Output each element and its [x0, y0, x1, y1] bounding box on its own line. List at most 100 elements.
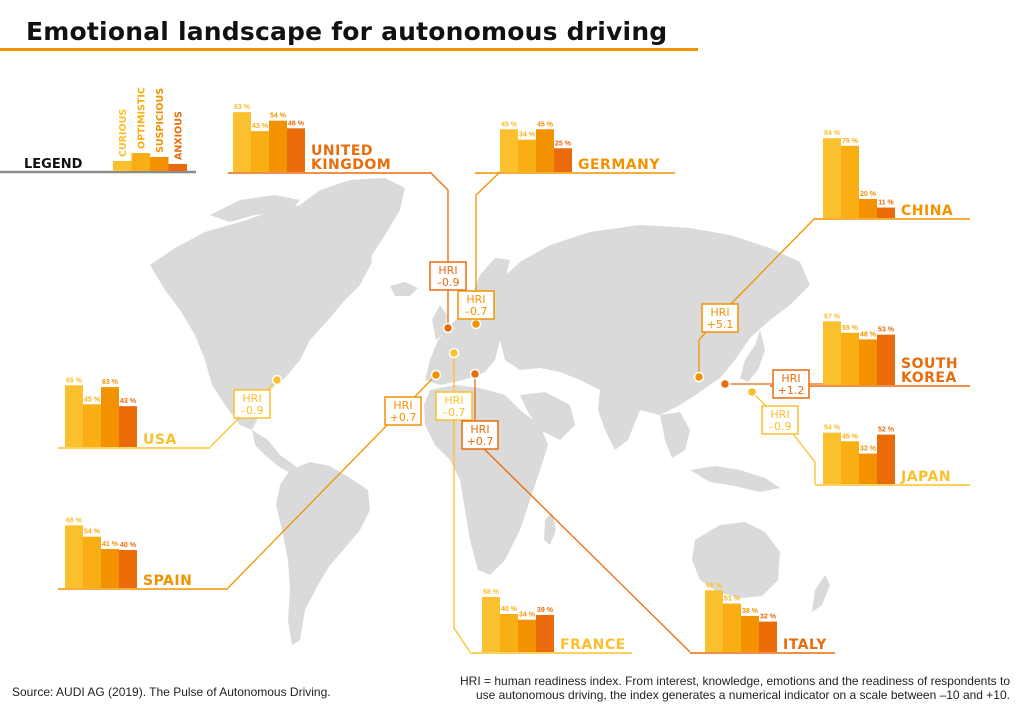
- bar-value-label: 34 %: [519, 612, 536, 619]
- hri-label: HRI: [242, 392, 261, 405]
- bar-chart-usa: 65 % 45 % 63 % 43 % USA: [65, 377, 176, 448]
- legend-label-optimistic: OPTIMISTIC: [137, 87, 148, 149]
- bar-value-label: 58 %: [483, 589, 500, 596]
- bar-france-anxious: [536, 614, 554, 652]
- leader-line-germany: [475, 171, 501, 324]
- bar-value-label: 43 %: [120, 398, 137, 405]
- bar-value-label: 32 %: [860, 446, 877, 453]
- map-uk: [432, 305, 447, 340]
- map-north-america: [150, 205, 372, 430]
- bar-value-label: 40 %: [501, 606, 518, 613]
- bar-italy-anxious: [759, 621, 777, 652]
- bar-usa-suspicious: [101, 387, 119, 447]
- map-madagascar: [544, 512, 556, 545]
- bar-united-kingdom-optimistic: [251, 131, 269, 172]
- map-new-zealand: [812, 575, 830, 612]
- bar-usa-optimistic: [83, 404, 101, 447]
- legend-swatch-suspicious: [150, 157, 169, 171]
- hri-box-south-korea: [772, 369, 810, 399]
- bar-japan-suspicious: [859, 453, 877, 484]
- bar-south-korea-suspicious: [859, 339, 877, 385]
- map-iceland: [390, 282, 418, 296]
- page-title: Emotional landscape for autonomous drivi…: [26, 17, 668, 46]
- bar-chart-japan: 54 %45 %32 % 52 % JAPAN: [823, 425, 951, 485]
- bar-value-label: 63 %: [234, 104, 251, 111]
- country-name-japan: JAPAN: [900, 469, 951, 485]
- legend-swatch-optimistic: [131, 153, 150, 171]
- bar-value-label: 67 %: [824, 313, 841, 320]
- map-south-america: [276, 462, 370, 645]
- bar-value-label: 48 %: [860, 331, 877, 338]
- hri-label: HRI: [444, 394, 463, 407]
- legend-swatch-curious: [113, 161, 132, 171]
- hri-box-italy: [461, 420, 499, 450]
- bar-value-label: 65 %: [66, 377, 83, 384]
- bar-italy-optimistic: [723, 603, 741, 652]
- source-note: Source: AUDI AG (2019). The Pulse of Aut…: [12, 685, 331, 699]
- bar-value-label: 45 %: [537, 121, 554, 128]
- bar-china-optimistic: [841, 145, 859, 218]
- hri-box-japan: [761, 405, 799, 435]
- bar-value-label: 45 %: [84, 396, 101, 403]
- bar-value-label: 41 %: [102, 541, 119, 548]
- bar-value-label: 54 %: [84, 529, 101, 536]
- bar-value-label: 45 %: [501, 121, 518, 128]
- bar-japan-curious: [823, 432, 841, 484]
- bar-value-label: 55 %: [842, 325, 859, 332]
- bar-spain-optimistic: [83, 536, 101, 588]
- bar-value-label: 32 %: [760, 614, 777, 621]
- hri-label: HRI: [770, 408, 789, 421]
- bar-usa-curious: [65, 385, 83, 447]
- bar-value-label: 84 %: [824, 130, 841, 137]
- map-arabia: [520, 392, 575, 440]
- bar-france-curious: [482, 596, 500, 652]
- hri-label: HRI: [438, 264, 457, 277]
- hri-label: HRI: [466, 293, 485, 306]
- location-dot-spain: [430, 369, 442, 381]
- hri-box-spain: [384, 396, 422, 426]
- bar-value-label: 65 %: [706, 582, 723, 589]
- bar-value-label: 54 %: [824, 425, 841, 432]
- map-india: [598, 390, 640, 450]
- hri-value-italy: +0.7: [467, 435, 494, 448]
- location-dot-china: [693, 371, 705, 383]
- bar-value-label: 20 %: [860, 191, 877, 198]
- bar-united-kingdom-suspicious: [269, 120, 287, 172]
- bar-chart-spain: 66 %54 %41 % 40 % SPAIN: [65, 517, 192, 589]
- hri-box-united-kingdom: [429, 261, 467, 291]
- hri-value-south-korea: +1.2: [778, 384, 805, 397]
- location-dot-italy: [469, 368, 481, 380]
- bar-south-korea-curious: [823, 321, 841, 385]
- location-dot-usa: [271, 374, 283, 386]
- legend-label-curious: CURIOUS: [118, 109, 129, 157]
- bar-value-label: 51 %: [724, 596, 741, 603]
- bar-france-optimistic: [500, 614, 518, 652]
- map-greenland: [300, 178, 405, 258]
- legend-swatch-anxious: [168, 164, 187, 171]
- hri-box-germany: [457, 290, 495, 320]
- hri-definition: HRI = human readiness index. From intere…: [390, 674, 1010, 702]
- country-name-spain: SPAIN: [143, 573, 192, 589]
- bar-italy-suspicious: [741, 615, 759, 652]
- country-name-united-kingdom: UNITED: [311, 143, 373, 159]
- location-dot-south-korea: [719, 378, 731, 390]
- bar-usa-anxious: [119, 406, 137, 447]
- bar-united-kingdom-curious: [233, 112, 251, 172]
- bar-south-korea-anxious: [877, 334, 895, 385]
- location-dot-japan: [746, 386, 758, 398]
- map-africa: [424, 385, 548, 575]
- country-name-south-korea: KOREA: [901, 370, 957, 386]
- bar-value-label: 52 %: [878, 427, 895, 434]
- bar-germany-optimistic: [518, 139, 536, 172]
- country-name-united-kingdom: KINGDOM: [311, 157, 391, 173]
- bar-united-kingdom-anxious: [287, 128, 305, 172]
- bar-china-curious: [823, 138, 841, 218]
- country-name-france: FRANCE: [560, 637, 626, 653]
- world-map: [150, 178, 830, 645]
- hri-value-japan: –0.9: [769, 420, 792, 433]
- bar-japan-optimistic: [841, 441, 859, 484]
- bar-chart-france: 58 % 40 %34 %39 % FRANCE: [482, 589, 626, 653]
